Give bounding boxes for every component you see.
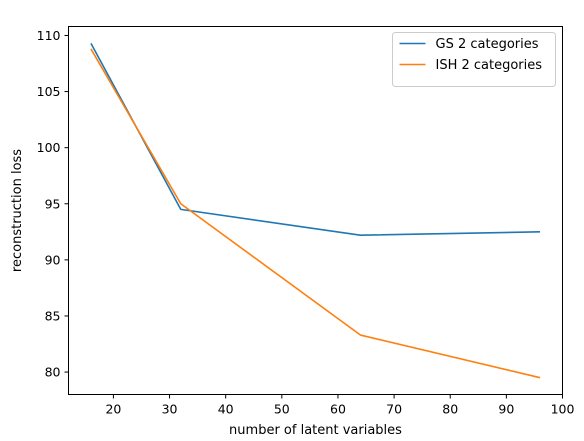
- series-line-ish-2-categories: [90, 48, 541, 379]
- x-tick-label: 60: [330, 402, 346, 417]
- y-tick-label: 85: [45, 308, 61, 323]
- y-tick-label: 105: [37, 84, 61, 99]
- y-axis-label: reconstruction loss: [10, 149, 25, 272]
- legend-box: [392, 32, 556, 87]
- x-tick-label: 20: [105, 402, 121, 417]
- x-tick-label: 100: [551, 402, 575, 417]
- y-tick-label: 80: [45, 365, 61, 380]
- axes-layer: [68, 26, 563, 395]
- y-tick-label: 100: [37, 140, 61, 155]
- y-tick-label: 90: [45, 252, 61, 267]
- x-axis: 20 30 40 50 60 70 80 90 100: [105, 394, 575, 417]
- series-layer: [90, 42, 541, 379]
- x-tick-label: 70: [386, 402, 402, 417]
- plot-frame: [68, 26, 563, 395]
- y-axis: 80 85 90 95 100 105 110: [37, 28, 69, 380]
- y-tick-label: 110: [37, 28, 61, 43]
- x-tick-label: 50: [274, 402, 290, 417]
- legend-entry: GS 2 categories: [436, 37, 539, 52]
- x-tick-label: 80: [442, 402, 458, 417]
- plot-area: [68, 26, 563, 395]
- y-tick-label: 95: [45, 196, 61, 211]
- x-tick-label: 90: [498, 402, 514, 417]
- x-tick-label: 40: [218, 402, 234, 417]
- legend: GS 2 categories ISH 2 categories: [392, 32, 556, 87]
- x-tick-label: 30: [162, 402, 178, 417]
- x-axis-label: number of latent variables: [229, 423, 402, 438]
- legend-entry: ISH 2 categories: [436, 58, 543, 73]
